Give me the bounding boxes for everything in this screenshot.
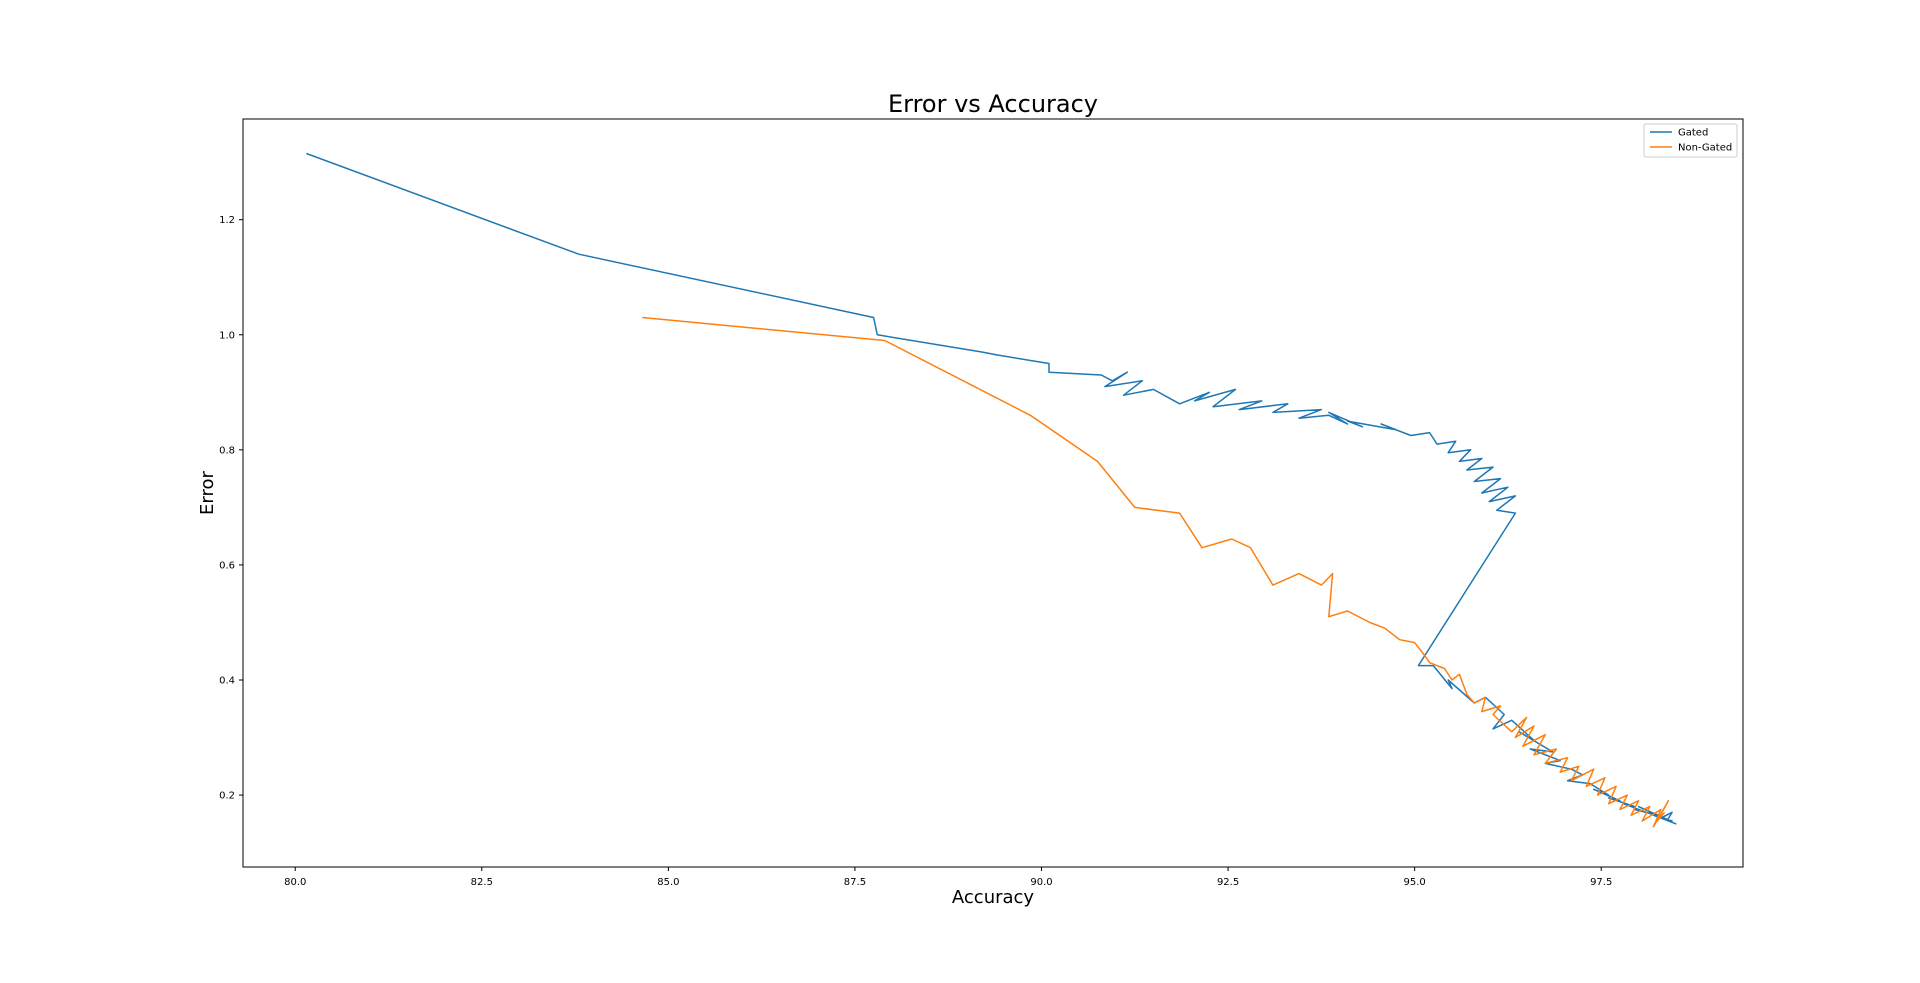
legend: Gated Non-Gated [1643, 123, 1738, 158]
y-tick-label: 0.4 [219, 676, 235, 687]
legend-label-0: Gated [1678, 128, 1708, 139]
x-tick-label: 92.5 [1217, 877, 1239, 888]
plot-area [306, 152, 1677, 828]
y-tick-label: 1.2 [219, 215, 235, 226]
x-tick-label: 90.0 [1030, 877, 1052, 888]
y-tick-label: 0.6 [219, 560, 235, 571]
x-tick-label: 87.5 [844, 877, 866, 888]
x-tick-label: 82.5 [471, 877, 493, 888]
chart-title: Error vs Accuracy [888, 90, 1098, 118]
legend-label-1: Non-Gated [1678, 143, 1732, 154]
x-tick-label: 85.0 [657, 877, 679, 888]
y-tick-label: 1.0 [219, 330, 235, 341]
x-tick-label: 80.0 [284, 877, 306, 888]
y-tick-label: 0.8 [219, 445, 235, 456]
y-axis-label: Error [197, 470, 218, 514]
y-axis-ticks: 0.2 0.4 0.6 0.8 1.0 1.2 [219, 215, 243, 802]
series-line-0 [306, 152, 1677, 825]
x-tick-label: 95.0 [1404, 877, 1426, 888]
x-axis-ticks: 80.0 82.5 85.0 87.5 90.0 92.5 95.0 97.5 [284, 867, 1612, 888]
axes-frame [242, 118, 1744, 868]
x-axis-label: Accuracy [952, 887, 1035, 908]
x-tick-label: 97.5 [1590, 877, 1612, 888]
y-tick-label: 0.2 [219, 791, 235, 802]
series-line-1 [642, 316, 1670, 828]
